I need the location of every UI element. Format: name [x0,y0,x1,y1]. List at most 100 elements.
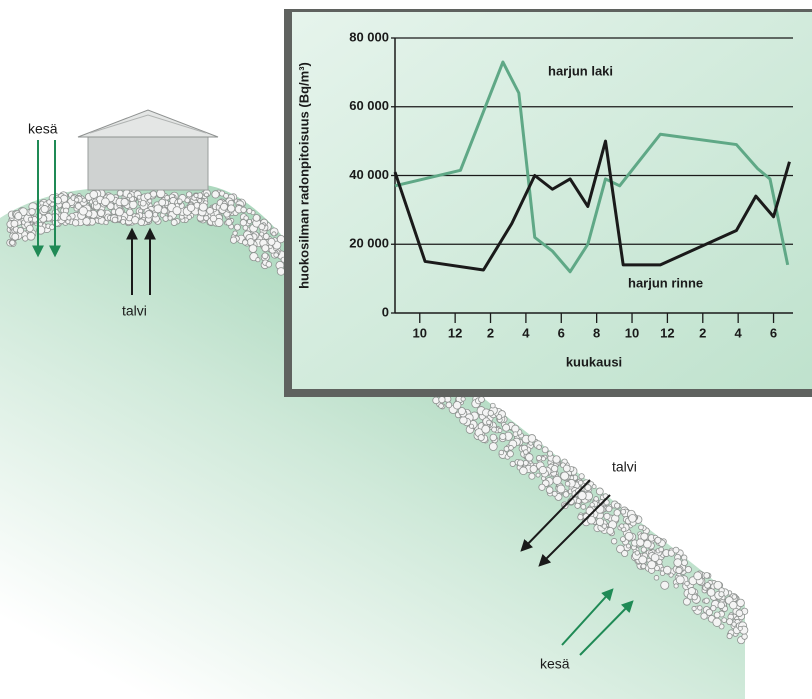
pebble [503,424,510,431]
pebble [732,622,736,626]
pebble [228,205,235,212]
diagram: kesä talvi talvi kesä 020 00040 00060 00… [0,0,812,699]
pebble [41,205,48,212]
pebble [204,193,208,197]
pebble [539,484,545,490]
pebble [629,514,637,522]
pebble [117,190,123,196]
pebble [635,551,639,555]
pebble [439,396,445,402]
pebble [439,404,444,409]
pebble [611,538,617,544]
pebble [705,582,711,588]
pebble [187,204,194,211]
y-tick-label: 20 000 [349,236,389,251]
x-tick-label: 12 [660,325,674,340]
pebble [536,455,541,460]
pebble [553,476,561,484]
pebble [692,606,696,610]
pebble [592,485,596,489]
pebble [590,503,594,507]
pebble [15,212,22,219]
pebble [497,414,502,419]
pebble [247,220,251,224]
pebble [138,219,145,226]
pebble [40,201,44,205]
pebble [490,434,497,441]
pebble [104,220,108,224]
pebble [704,598,709,603]
pebble [718,602,725,609]
y-tick-label: 0 [382,304,389,319]
pebble [10,240,15,245]
pebble [525,454,533,462]
pebble [575,503,580,508]
x-tick-label: 2 [699,325,706,340]
y-tick-label: 40 000 [349,167,389,182]
pebble [212,191,219,198]
pebble [651,554,659,562]
pebble [742,634,748,640]
pebble [177,199,182,204]
pebble [674,584,678,588]
pebble [663,566,671,574]
pebble [249,245,257,253]
series-label: harjun rinne [628,275,703,290]
pebble [607,527,614,534]
pebble [606,506,612,512]
pebble [557,485,565,493]
pebble [500,433,506,439]
pebble [546,487,553,494]
pebble [581,504,586,509]
pebble [614,510,620,516]
pebble [140,200,146,206]
pebble [541,457,545,461]
pebble [578,480,583,485]
pebble [487,420,492,425]
pebble [234,224,240,230]
pebble [75,198,79,202]
pebble [446,402,452,408]
x-tick-label: 6 [558,325,565,340]
pebble [539,466,546,473]
pebble [604,513,610,519]
y-axis-label: huokosilman radonpitoisuus (Bq/m³) [296,62,311,289]
pebble [94,201,98,205]
pebble [547,451,552,456]
x-tick-label: 4 [522,325,530,340]
x-tick-label: 12 [448,325,462,340]
pebble [127,209,134,216]
pebble [262,253,268,259]
pebble [165,195,170,200]
pebble [277,235,284,242]
pebble [685,566,691,572]
pebble [492,427,497,432]
pebble [622,550,628,556]
pebble [266,262,272,268]
pebble [259,224,265,230]
pebble [458,407,465,414]
pebble [90,191,98,199]
pebble [256,258,260,262]
pebble [536,473,540,477]
pebble [26,225,33,232]
pebble [659,547,664,552]
pebble [260,232,264,236]
pebble [198,199,202,203]
house [78,110,218,190]
pebble [173,207,181,215]
x-tick-label: 8 [593,325,600,340]
pebble [478,435,484,441]
pebble [507,451,513,457]
pebble [620,524,624,528]
pebble [233,231,237,235]
pebble [707,589,715,597]
pebble [36,213,42,219]
pebble [553,456,560,463]
pebble [145,211,153,219]
pebble [116,208,124,216]
pebble [594,497,599,502]
pebble [469,424,473,428]
pebble [145,193,151,199]
pebble [268,238,275,245]
